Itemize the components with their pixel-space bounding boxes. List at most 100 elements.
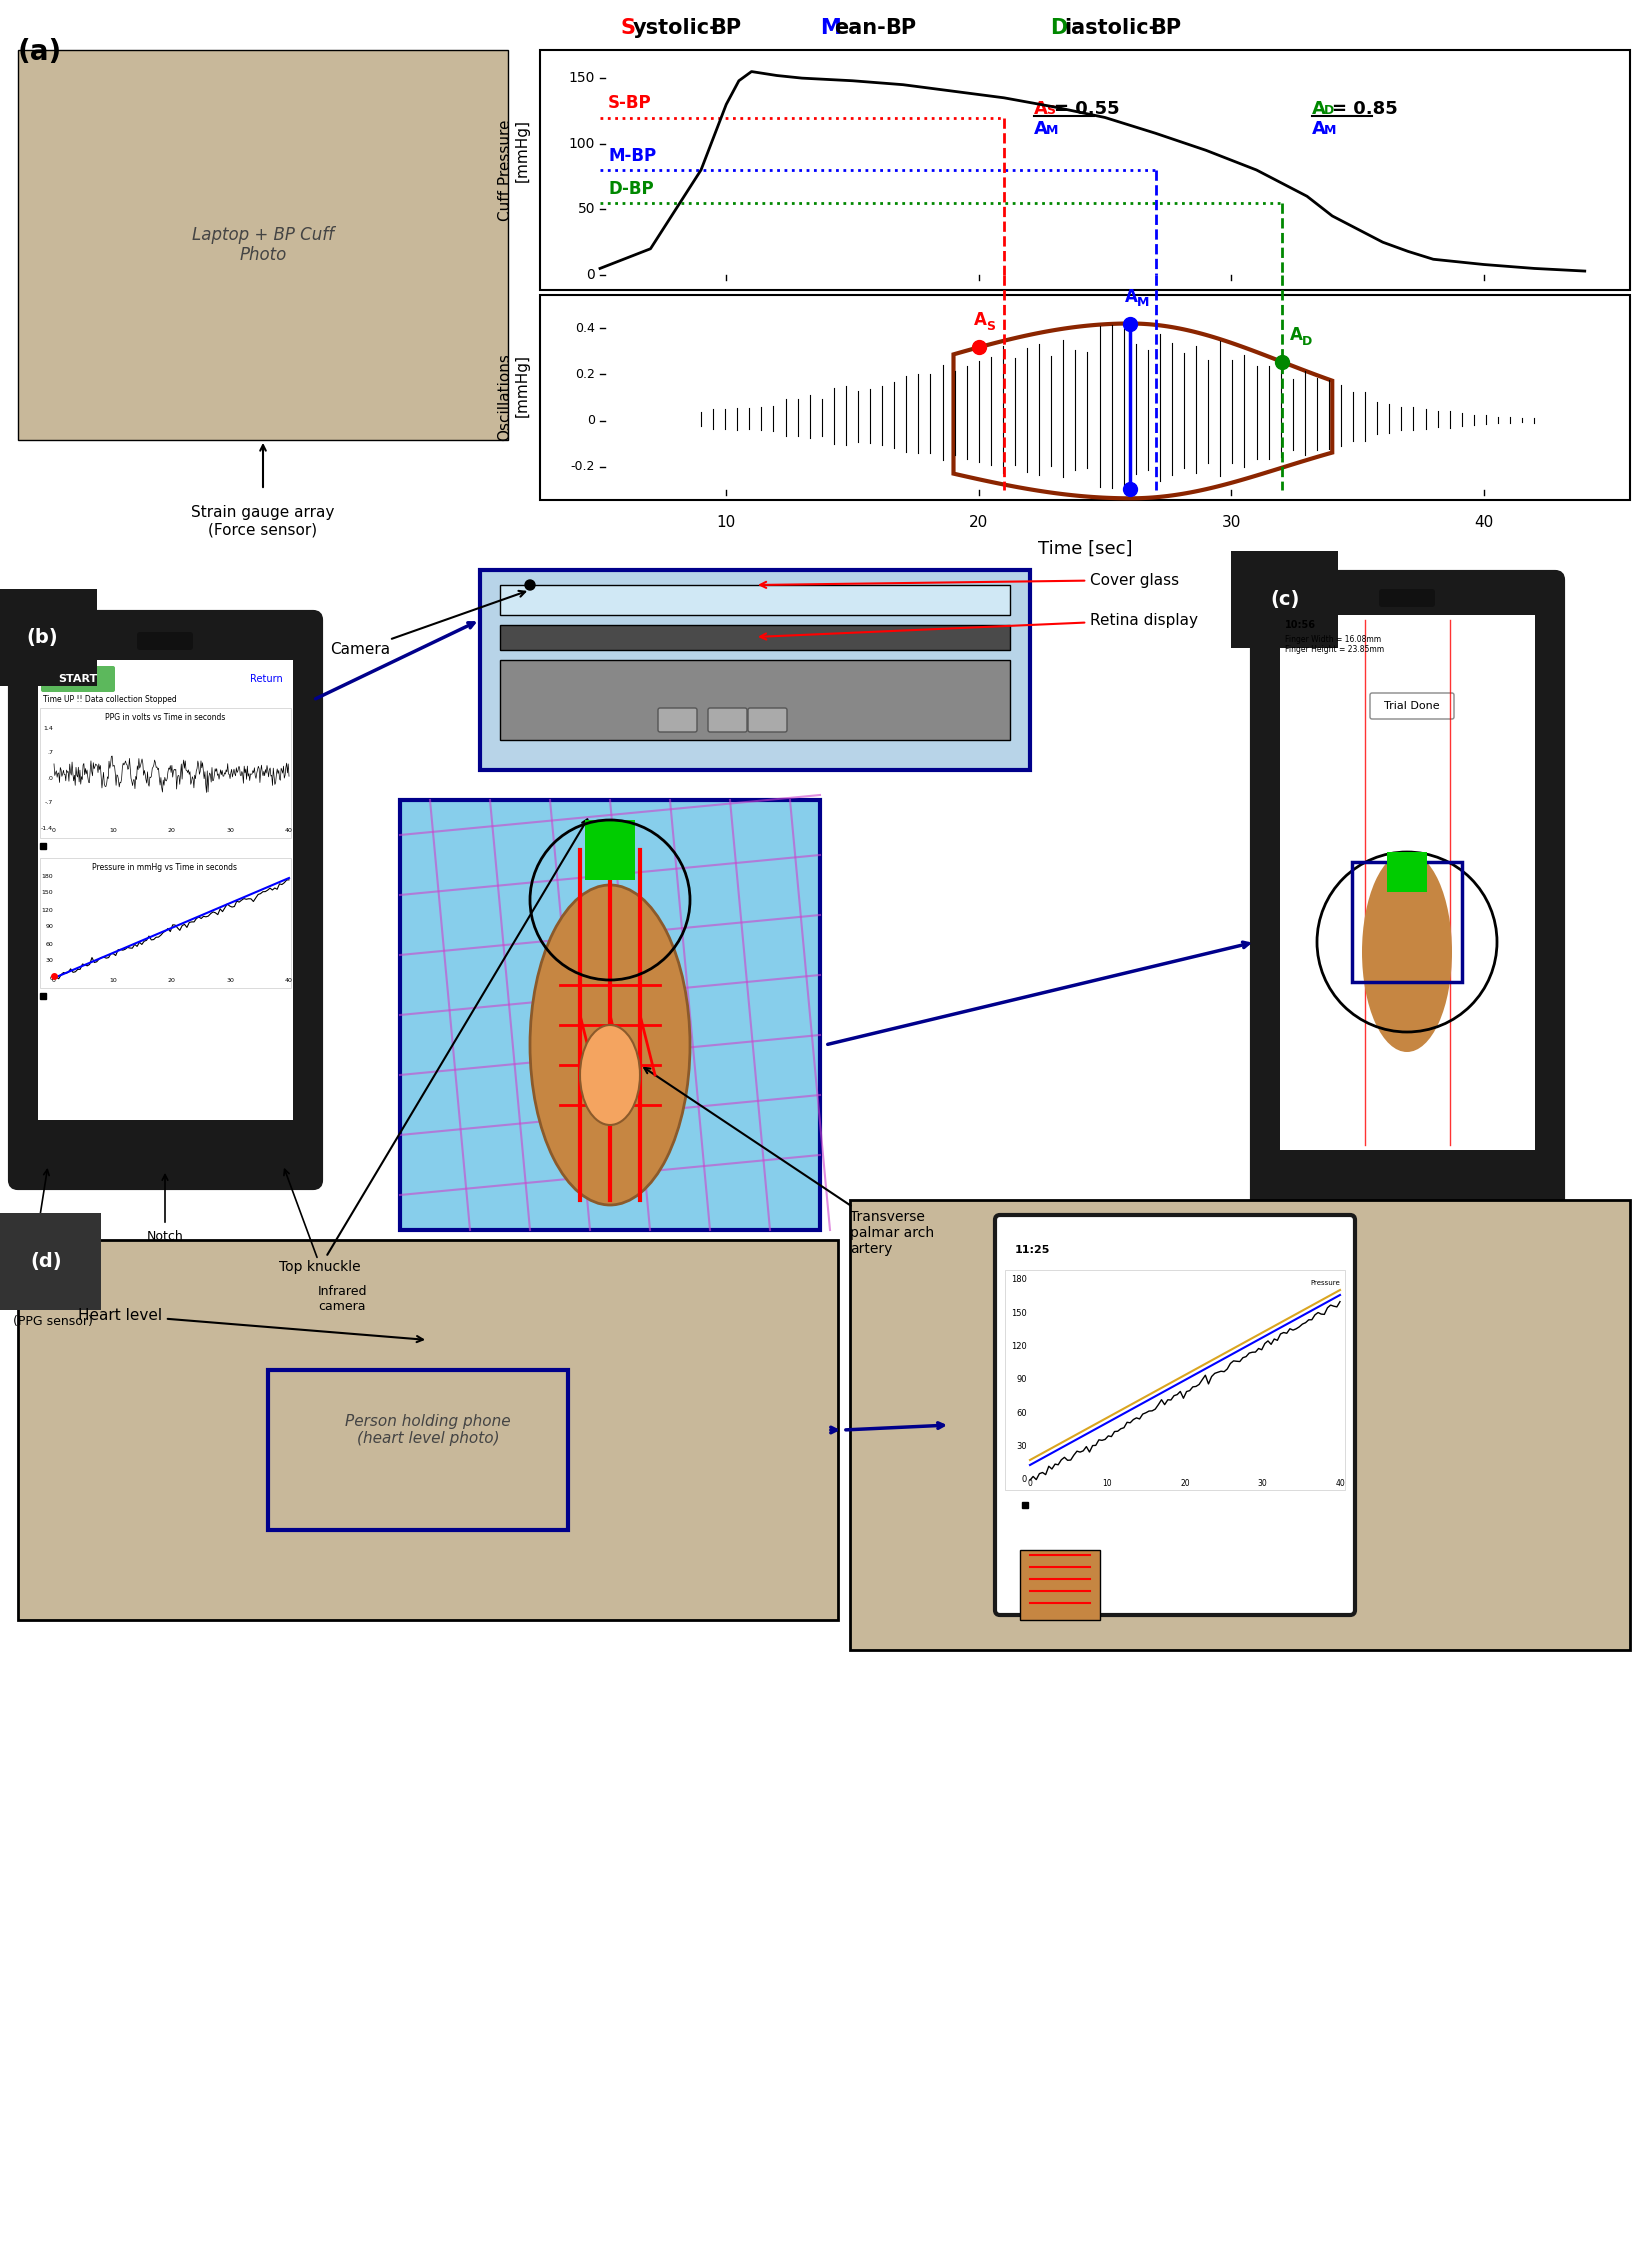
Text: BP: BP — [710, 18, 741, 38]
Text: A: A — [1035, 99, 1048, 117]
FancyBboxPatch shape — [40, 707, 290, 838]
Text: Notch: Notch — [147, 1229, 183, 1242]
Text: M: M — [1137, 296, 1150, 309]
Text: 10: 10 — [716, 515, 736, 531]
Text: 10:56: 10:56 — [1285, 619, 1317, 630]
Text: 40: 40 — [1335, 1480, 1345, 1489]
Text: M-BP: M-BP — [607, 147, 657, 165]
FancyBboxPatch shape — [708, 707, 747, 732]
Text: 20: 20 — [1180, 1480, 1190, 1489]
Text: 10: 10 — [109, 978, 117, 983]
FancyBboxPatch shape — [500, 626, 1010, 651]
FancyBboxPatch shape — [747, 707, 787, 732]
Text: = 0.85: = 0.85 — [1332, 99, 1398, 117]
Text: ean-: ean- — [833, 18, 886, 38]
Ellipse shape — [530, 886, 690, 1204]
Text: BP: BP — [1150, 18, 1181, 38]
Text: BP: BP — [884, 18, 916, 38]
Text: 100: 100 — [569, 138, 596, 151]
Text: D: D — [1323, 104, 1333, 117]
Circle shape — [525, 581, 535, 590]
Text: Front
camera
(PPG sensor): Front camera (PPG sensor) — [13, 1285, 92, 1328]
Text: Cuff Pressure
[mmHg]: Cuff Pressure [mmHg] — [498, 120, 530, 221]
Text: Trial Done: Trial Done — [1384, 700, 1440, 712]
FancyBboxPatch shape — [480, 569, 1030, 770]
FancyBboxPatch shape — [1020, 1550, 1101, 1620]
FancyBboxPatch shape — [500, 660, 1010, 741]
Text: 0: 0 — [586, 269, 596, 282]
Text: 30: 30 — [1257, 1480, 1267, 1489]
Text: iastolic-: iastolic- — [1064, 18, 1157, 38]
Text: M: M — [820, 18, 842, 38]
FancyBboxPatch shape — [1370, 694, 1454, 718]
Text: 20: 20 — [969, 515, 988, 531]
FancyBboxPatch shape — [1388, 852, 1427, 892]
Text: S: S — [1046, 104, 1054, 117]
Text: -.7: -.7 — [45, 800, 53, 806]
Text: Infrared
camera: Infrared camera — [318, 1285, 368, 1312]
Text: 10: 10 — [109, 829, 117, 834]
Text: Time [sec]: Time [sec] — [1038, 540, 1132, 558]
FancyBboxPatch shape — [41, 666, 116, 691]
Text: (b): (b) — [26, 628, 58, 646]
Text: 120: 120 — [1011, 1342, 1026, 1351]
Text: Person holding phone
(heart level photo): Person holding phone (heart level photo) — [345, 1414, 512, 1446]
Text: D: D — [1049, 18, 1068, 38]
Text: Heart level: Heart level — [78, 1308, 422, 1342]
Text: Finger Width = 16.08mm
Finger Height = 23.85mm: Finger Width = 16.08mm Finger Height = 2… — [1285, 635, 1384, 655]
FancyBboxPatch shape — [40, 858, 290, 987]
Text: S-BP: S-BP — [607, 95, 652, 113]
FancyBboxPatch shape — [399, 800, 820, 1229]
Text: 0.2: 0.2 — [576, 368, 596, 382]
FancyBboxPatch shape — [1252, 572, 1563, 1209]
Text: 50: 50 — [578, 203, 596, 217]
Text: A: A — [1035, 120, 1048, 138]
FancyBboxPatch shape — [137, 633, 193, 651]
FancyBboxPatch shape — [500, 585, 1010, 614]
Ellipse shape — [581, 1026, 640, 1125]
Text: A: A — [1312, 120, 1325, 138]
Text: M: M — [1323, 124, 1337, 138]
Text: 60: 60 — [45, 942, 53, 947]
FancyBboxPatch shape — [1280, 614, 1535, 1150]
Text: 40: 40 — [285, 829, 294, 834]
Text: 10: 10 — [1102, 1480, 1112, 1489]
Text: 0: 0 — [1028, 1480, 1033, 1489]
Text: S: S — [620, 18, 635, 38]
Text: Laptop + BP Cuff
Photo: Laptop + BP Cuff Photo — [191, 226, 333, 264]
Text: = 0.55: = 0.55 — [1054, 99, 1120, 117]
Text: ystolic-: ystolic- — [634, 18, 719, 38]
FancyBboxPatch shape — [18, 50, 508, 441]
FancyBboxPatch shape — [540, 296, 1630, 499]
Text: 90: 90 — [45, 924, 53, 928]
Text: 90: 90 — [1016, 1376, 1026, 1385]
Text: 180: 180 — [41, 874, 53, 879]
Text: M: M — [1046, 124, 1058, 138]
Text: Cover glass: Cover glass — [761, 572, 1180, 587]
Text: 20: 20 — [168, 978, 175, 983]
Text: 1.4: 1.4 — [43, 725, 53, 730]
FancyBboxPatch shape — [18, 1240, 838, 1620]
Text: Pressure in mmHg vs Time in seconds: Pressure in mmHg vs Time in seconds — [92, 863, 238, 872]
Text: -0.2: -0.2 — [571, 461, 596, 474]
Text: 11:25: 11:25 — [1015, 1245, 1051, 1256]
Text: A: A — [974, 312, 987, 330]
FancyBboxPatch shape — [586, 820, 635, 881]
FancyBboxPatch shape — [658, 707, 696, 732]
Text: 0.4: 0.4 — [576, 321, 596, 334]
FancyBboxPatch shape — [850, 1200, 1630, 1649]
Text: 60: 60 — [1016, 1410, 1026, 1419]
Text: 30: 30 — [45, 958, 53, 965]
Text: A: A — [1312, 99, 1325, 117]
Text: Pressure: Pressure — [1310, 1281, 1340, 1285]
Text: D: D — [1302, 334, 1312, 348]
FancyBboxPatch shape — [38, 660, 294, 1120]
Text: 30: 30 — [1016, 1441, 1026, 1450]
Text: Strain gauge array
(Force sensor): Strain gauge array (Force sensor) — [191, 506, 335, 538]
Text: 0: 0 — [53, 978, 56, 983]
FancyBboxPatch shape — [1379, 590, 1436, 608]
FancyBboxPatch shape — [540, 50, 1630, 289]
Text: 120: 120 — [41, 908, 53, 913]
Text: 0: 0 — [587, 413, 596, 427]
Text: D-BP: D-BP — [607, 181, 653, 199]
